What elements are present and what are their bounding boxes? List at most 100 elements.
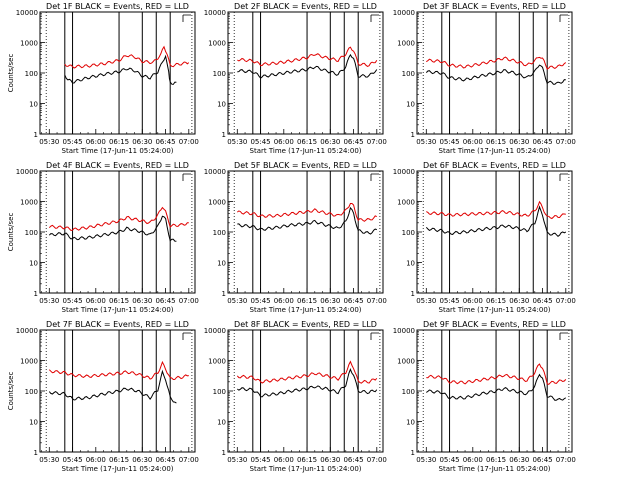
y-tick-label: 1000 (20, 40, 38, 48)
lld-series-line (426, 56, 567, 70)
y-tick-label: 10 (29, 260, 38, 268)
corner-bracket (182, 14, 191, 22)
y-tick-label: 10 (29, 101, 38, 109)
y-tick-label: 1000 (20, 358, 38, 366)
lld-series-line (237, 203, 378, 222)
y-tick-label: 10000 (204, 327, 226, 335)
y-tick-label: 10 (217, 101, 226, 109)
corner-bracket (559, 332, 568, 340)
x-tick-label: 06:15 (486, 456, 506, 464)
corner-bracket (370, 14, 379, 22)
x-tick-label: 05:30 (227, 138, 247, 146)
chart-panel-6: Det 6F BLACK = Events, RED = LLD 1 10 100 10… (393, 161, 576, 314)
lld-series-line (236, 360, 378, 384)
x-tick-label: 05:30 (227, 456, 247, 464)
x-tick-label: 07:00 (179, 456, 199, 464)
plot-frame (227, 11, 384, 135)
chart-panel-4: Det 4F BLACK = Events, RED = LLD 1 10 100 10… (7, 161, 199, 314)
x-tick-label: 05:45 (62, 297, 82, 305)
x-tick-label: 06:15 (109, 297, 129, 305)
x-tick-label: 06:00 (274, 138, 294, 146)
x-tick-label: 06:30 (132, 297, 152, 305)
x-tick-label: 05:45 (250, 456, 270, 464)
chart-title: Det 9F BLACK = Events, RED = LLD (423, 320, 566, 329)
y-tick-label: 100 (213, 388, 226, 396)
x-tick-label: 05:45 (62, 138, 82, 146)
x-tick-label: 06:15 (297, 456, 317, 464)
y-tick-label: 10000 (393, 327, 415, 335)
x-tick-label: 05:30 (416, 138, 436, 146)
lld-series-line (426, 200, 566, 220)
x-tick-label: 06:30 (509, 297, 529, 305)
plot-frame (416, 329, 573, 453)
y-tick-label: 10000 (204, 9, 226, 17)
x-tick-label: 06:30 (320, 456, 340, 464)
y-tick-label: 100 (213, 229, 226, 237)
x-tick-label: 06:00 (86, 297, 106, 305)
y-tick-label: 1 (222, 290, 226, 298)
lld-series-line (48, 360, 189, 381)
x-tick-label: 06:45 (343, 456, 363, 464)
y-tick-label: 1 (222, 449, 226, 457)
lld-series-line (426, 363, 567, 385)
x-tick-label: 05:30 (39, 138, 59, 146)
x-tick-label: 06:30 (320, 297, 340, 305)
y-tick-label: 10 (217, 260, 226, 268)
x-tick-label: 05:45 (439, 138, 459, 146)
x-tick-label: 07:00 (179, 297, 199, 305)
y-tick-label: 1 (34, 131, 38, 139)
x-tick-label: 05:45 (439, 456, 459, 464)
x-tick-label: 05:30 (227, 297, 247, 305)
x-tick-label: 06:45 (343, 138, 363, 146)
y-tick-label: 10 (29, 419, 38, 427)
x-tick-label: 06:45 (532, 297, 552, 305)
y-tick-label: 1000 (208, 199, 226, 207)
y-tick-label: 10000 (16, 9, 38, 17)
y-tick-label: 100 (402, 388, 415, 396)
x-axis-label: Start Time (17-Jun-11 05:24:00) (62, 465, 174, 473)
x-tick-label: 05:45 (250, 297, 270, 305)
x-axis-label: Start Time (17-Jun-11 05:24:00) (62, 147, 174, 155)
y-tick-label: 1000 (397, 199, 415, 207)
chart-title: Det 6F BLACK = Events, RED = LLD (423, 161, 566, 170)
x-tick-label: 05:30 (39, 297, 59, 305)
x-tick-label: 06:15 (109, 138, 129, 146)
chart-panel-1: Det 1F BLACK = Events, RED = LLD 1 10 100 10… (7, 2, 199, 155)
x-tick-label: 06:00 (463, 297, 483, 305)
x-tick-label: 07:00 (367, 138, 387, 146)
chart-panel-7: Det 7F BLACK = Events, RED = LLD 1 10 100 10… (7, 320, 199, 473)
plot-frame (416, 170, 573, 294)
chart-panel-9: Det 9F BLACK = Events, RED = LLD 1 10 100 10… (393, 320, 576, 473)
chart-panel-5: Det 5F BLACK = Events, RED = LLD 1 10 100 10… (204, 161, 387, 314)
y-tick-label: 100 (25, 70, 38, 78)
events-series-line (48, 369, 177, 404)
y-tick-label: 1 (411, 290, 415, 298)
chart-title: Det 1F BLACK = Events, RED = LLD (46, 2, 189, 11)
chart-panel-3: Det 3F BLACK = Events, RED = LLD 1 10 100 10… (393, 2, 576, 155)
y-tick-label: 10 (217, 419, 226, 427)
corner-bracket (182, 332, 191, 340)
y-tick-label: 10000 (204, 168, 226, 176)
y-tick-label: 1 (411, 449, 415, 457)
x-axis-label: Start Time (17-Jun-11 05:24:00) (439, 147, 551, 155)
y-tick-label: 100 (25, 388, 38, 396)
x-tick-label: 07:00 (367, 456, 387, 464)
plot-frame (416, 11, 573, 135)
x-tick-label: 06:45 (532, 456, 552, 464)
x-tick-label: 06:00 (463, 138, 483, 146)
x-axis-label: Start Time (17-Jun-11 05:24:00) (250, 306, 362, 314)
x-tick-label: 06:30 (509, 456, 529, 464)
x-tick-label: 06:00 (86, 138, 106, 146)
x-tick-label: 06:15 (486, 138, 506, 146)
chart-title: Det 8F BLACK = Events, RED = LLD (234, 320, 377, 329)
corner-bracket (370, 332, 379, 340)
x-tick-label: 06:15 (297, 297, 317, 305)
y-tick-label: 1 (411, 131, 415, 139)
events-series-line (237, 368, 378, 398)
x-tick-label: 06:45 (343, 297, 363, 305)
x-axis-label: Start Time (17-Jun-11 05:24:00) (250, 147, 362, 155)
x-tick-label: 07:00 (179, 138, 199, 146)
y-tick-label: 10 (406, 101, 415, 109)
lld-series-line (48, 206, 189, 232)
